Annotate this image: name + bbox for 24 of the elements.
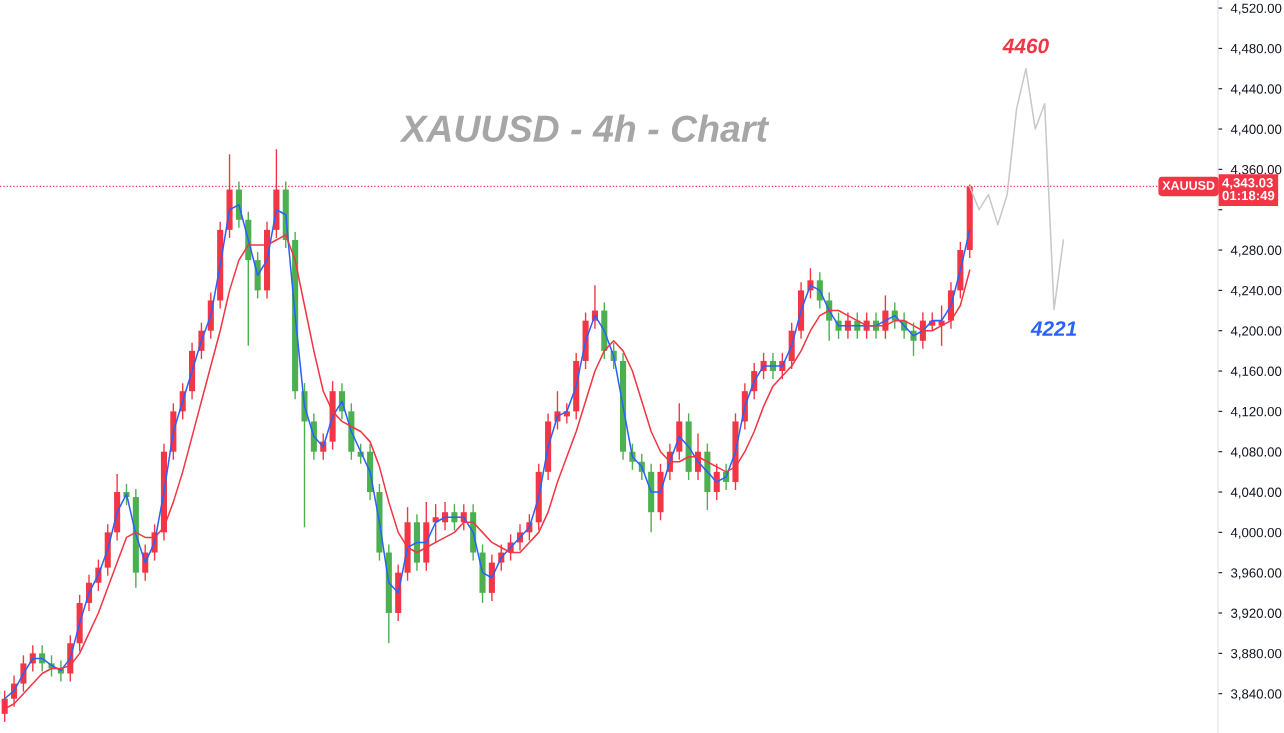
y-tick-label: 4,440.00 <box>1230 84 1282 96</box>
annotation: 4221 <box>1030 321 1077 336</box>
y-tick-label: 4,200.00 <box>1230 326 1282 338</box>
y-tick-label: 3,880.00 <box>1231 648 1282 660</box>
y-tick-label: 3,840.00 <box>1231 689 1282 701</box>
y-tick-label: 4,400.00 <box>1230 124 1282 136</box>
annotation: 4460 <box>1002 38 1049 54</box>
y-tick-label: 3,920.00 <box>1231 608 1282 620</box>
ref-line-label: XAUUSD <box>1162 181 1215 190</box>
line-series <box>968 67 1065 311</box>
y-tick-label: 4,360.00 <box>1230 164 1282 176</box>
y-tick-label: 4,040.00 <box>1230 487 1282 499</box>
text: 4,343.03 <box>1222 178 1273 190</box>
y-tick-label: 4,000.00 <box>1230 527 1282 539</box>
text: XAUUSD - 4h - Chart <box>399 114 770 143</box>
y-tick-label: 4,160.00 <box>1230 366 1282 378</box>
y-tick-label: 4,120.00 <box>1230 406 1282 418</box>
y-tick-label: 4,520.00 <box>1230 3 1282 15</box>
y-tick-label: 4,280.00 <box>1230 245 1282 257</box>
y-tick-label: 4,240.00 <box>1230 285 1282 297</box>
y-tick-label: 4,480.00 <box>1230 43 1282 55</box>
text: 01:18:49 <box>1222 190 1275 201</box>
y-tick-label: 4,080.00 <box>1230 447 1282 459</box>
y-tick-label: 3,960.00 <box>1231 568 1282 580</box>
